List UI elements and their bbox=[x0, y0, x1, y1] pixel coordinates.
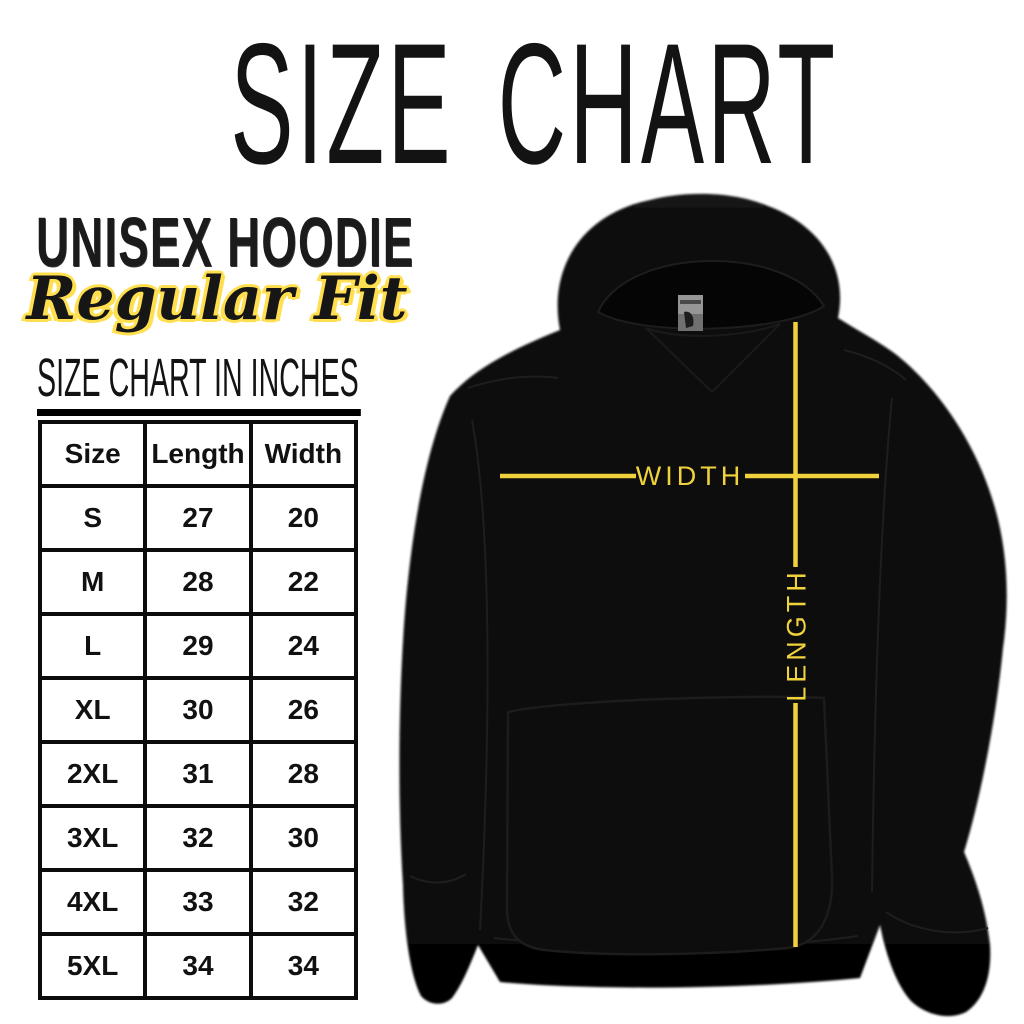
width-cell: 24 bbox=[248, 612, 359, 680]
length-cell: 33 bbox=[143, 868, 253, 936]
column-header-length: Length bbox=[143, 420, 253, 488]
width-cell: 28 bbox=[248, 740, 359, 808]
hood-opening-shadow bbox=[596, 260, 826, 330]
size-cell: S bbox=[37, 484, 148, 552]
page-title: SIZE CHART bbox=[230, 8, 839, 200]
size-cell: 3XL bbox=[37, 804, 148, 872]
table-row: 2XL 31 28 bbox=[37, 740, 359, 808]
size-cell: M bbox=[37, 548, 148, 616]
table-row: XL 30 26 bbox=[37, 676, 359, 744]
table-row: S 27 20 bbox=[37, 484, 359, 552]
table-header-row: Size Length Width bbox=[37, 420, 359, 488]
size-cell: 2XL bbox=[37, 740, 148, 808]
right-sleeve-seam bbox=[871, 397, 893, 893]
size-cell: 4XL bbox=[37, 868, 148, 936]
width-cell: 26 bbox=[248, 676, 359, 744]
measurement-overlay bbox=[500, 322, 879, 947]
product-name: UNISEX HOODIE bbox=[36, 203, 415, 281]
left-shoulder-seam bbox=[467, 375, 559, 389]
size-cell: 5XL bbox=[37, 932, 148, 1000]
length-cell: 27 bbox=[143, 484, 253, 552]
width-cell: 34 bbox=[248, 932, 359, 1000]
left-sleeve-seam bbox=[471, 419, 489, 931]
width-cell: 22 bbox=[248, 548, 359, 616]
table-row: 4XL 33 32 bbox=[37, 868, 359, 936]
width-cell: 20 bbox=[248, 484, 359, 552]
length-cell: 30 bbox=[143, 676, 253, 744]
size-table: Size Length Width S 27 20 M 28 22 L 29 2… bbox=[37, 420, 359, 1000]
neck-tag bbox=[678, 295, 703, 331]
hood-collar-v bbox=[645, 323, 781, 394]
width-cell: 30 bbox=[248, 804, 359, 872]
length-cell: 34 bbox=[143, 932, 253, 1000]
size-cell: XL bbox=[37, 676, 148, 744]
table-row: 5XL 34 34 bbox=[37, 932, 359, 1000]
length-cell: 32 bbox=[143, 804, 253, 872]
product-fit-label: Regular Fit bbox=[26, 264, 408, 334]
size-table-heading: SIZE CHART IN INCHES bbox=[37, 351, 361, 416]
right-cuff-seam bbox=[885, 911, 989, 934]
hoodie-figure: WIDTH LENGTH bbox=[399, 193, 1007, 1017]
length-cell: 29 bbox=[143, 612, 253, 680]
kangaroo-pocket bbox=[505, 695, 834, 956]
length-cell: 28 bbox=[143, 548, 253, 616]
width-measure-label: WIDTH bbox=[636, 461, 744, 491]
table-row: L 29 24 bbox=[37, 612, 359, 680]
length-measure-label: LENGTH bbox=[782, 568, 812, 702]
table-row: M 28 22 bbox=[37, 548, 359, 616]
column-header-width: Width bbox=[248, 420, 359, 488]
size-cell: L bbox=[37, 612, 148, 680]
width-cell: 32 bbox=[248, 868, 359, 936]
left-cuff-seam bbox=[409, 873, 467, 884]
size-table-body: S 27 20 M 28 22 L 29 24 XL 30 26 2XL 31 … bbox=[37, 484, 359, 1000]
column-header-size: Size bbox=[37, 420, 148, 488]
right-shoulder-seam bbox=[843, 349, 907, 381]
table-row: 3XL 32 30 bbox=[37, 804, 359, 872]
length-cell: 31 bbox=[143, 740, 253, 808]
size-table-header: Size Length Width bbox=[37, 420, 359, 488]
